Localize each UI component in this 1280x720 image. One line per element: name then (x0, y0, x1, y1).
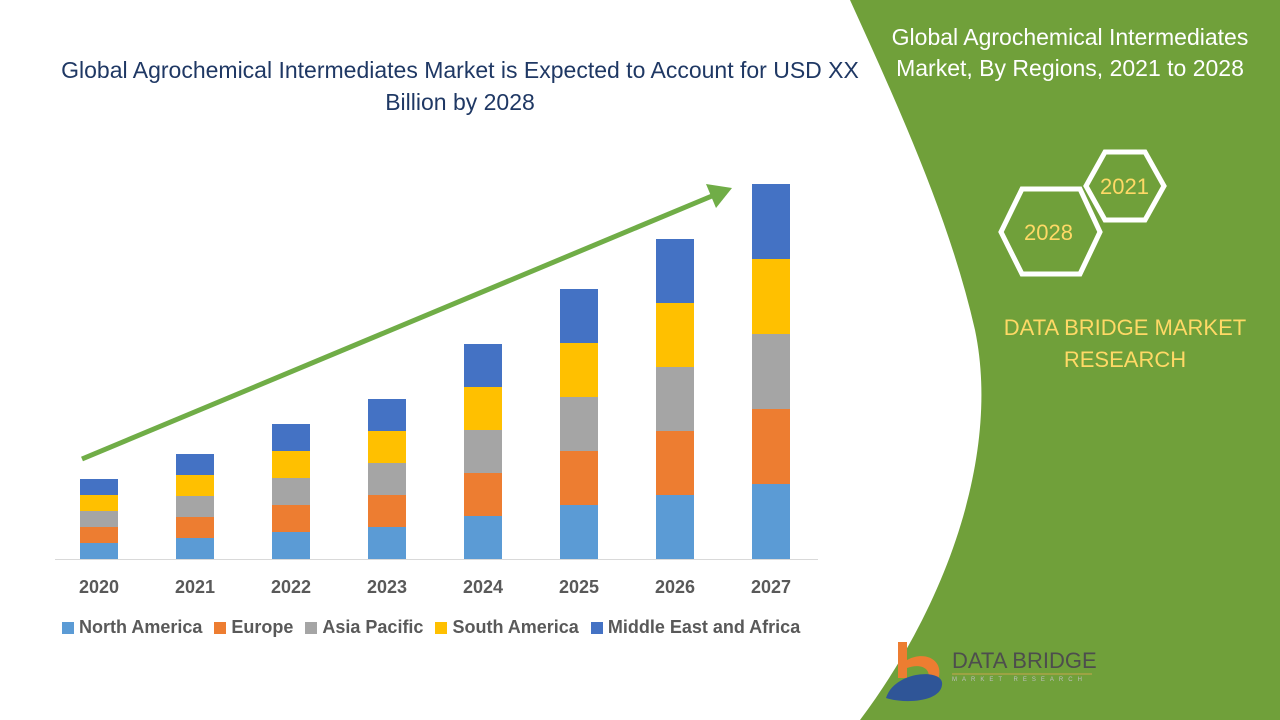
bar-segment (80, 511, 118, 527)
legend-label: Asia Pacific (322, 617, 424, 637)
x-tick-label: 2022 (271, 577, 311, 597)
x-tick-label: 2020 (79, 577, 119, 597)
x-tick-label: 2026 (655, 577, 695, 597)
bar-segment (752, 334, 790, 409)
hex-label-2021: 2021 (1100, 174, 1149, 199)
x-tick-label: 2023 (367, 577, 407, 597)
bar-segment (752, 409, 790, 484)
legend-label: Middle East and Africa (607, 617, 801, 637)
x-tick-label: 2024 (463, 577, 503, 597)
side-title: Global Agrochemical Intermediates Market… (891, 24, 1249, 81)
logo-name: DATA BRIDGE (952, 648, 1097, 673)
legend-item: South America (435, 617, 579, 638)
bar-segment (368, 495, 406, 527)
legend-swatch (435, 621, 448, 634)
legend-swatch (305, 621, 318, 634)
bar-segment (80, 543, 118, 559)
bar-segment (80, 479, 118, 495)
bar-segment (560, 397, 598, 451)
bar-segment (176, 517, 214, 538)
bar-segment (176, 538, 214, 559)
legend: North America Europe Asia Pacific South Ame… (62, 617, 800, 638)
legend-swatch (214, 621, 227, 634)
bar-segment (464, 516, 502, 559)
bar-segment (560, 289, 598, 343)
chart-title: Global Agrochemical Intermediates Market… (61, 57, 859, 115)
green-side-panel (850, 0, 1280, 720)
legend-swatch (62, 621, 74, 634)
bar-segment (752, 259, 790, 334)
legend-item: Middle East and Africa (590, 617, 801, 638)
bar-segment (176, 496, 214, 517)
bar-segment (272, 424, 310, 451)
logo-sub: MARKET RESEARCH (952, 677, 1087, 683)
bar-segment (752, 484, 790, 559)
bar-segment (176, 475, 214, 496)
bar-segment (656, 239, 694, 303)
legend-swatch (590, 621, 603, 634)
logo-icon (886, 642, 943, 702)
bar-segment (464, 473, 502, 516)
bar-segment (656, 495, 694, 559)
x-tick-label: 2027 (751, 577, 791, 597)
x-tick-label: 2025 (559, 577, 599, 597)
hexagon-2028 (998, 186, 1103, 277)
legend-item: North America (62, 617, 202, 638)
trend-arrowhead (706, 184, 732, 208)
bar-segment (272, 451, 310, 478)
legend-label: North America (79, 617, 203, 637)
bar-segment (272, 532, 310, 559)
trend-arrow (81, 193, 713, 462)
bar-segment (368, 399, 406, 431)
bar-segment (464, 344, 502, 387)
bar-segment (560, 451, 598, 505)
bar-segment (656, 367, 694, 431)
legend-label: Europe (231, 617, 294, 637)
bar-segment (560, 505, 598, 559)
bar-segment (176, 454, 214, 475)
bar-segment (464, 430, 502, 473)
bar-segment (560, 343, 598, 397)
bar-segment (272, 478, 310, 505)
legend-label: South America (452, 617, 579, 637)
legend-item: Asia Pacific (305, 617, 423, 638)
bar-segment (368, 463, 406, 495)
bar-segment (368, 431, 406, 463)
x-tick-label: 2021 (175, 577, 215, 597)
bar-segment (80, 495, 118, 511)
bar-segment (272, 505, 310, 532)
bar-segment (752, 184, 790, 259)
bar-segment (656, 431, 694, 495)
hex-label-2028: 2028 (1024, 220, 1073, 245)
bar-segment (80, 527, 118, 543)
hexagon-2021 (1083, 149, 1167, 223)
bar-segment (464, 387, 502, 430)
bar-segment (656, 303, 694, 367)
brand-text: DATA BRIDGE MARKET RESEARCH (1003, 315, 1247, 372)
bar-segment (368, 527, 406, 559)
legend-item: Europe (214, 617, 293, 638)
